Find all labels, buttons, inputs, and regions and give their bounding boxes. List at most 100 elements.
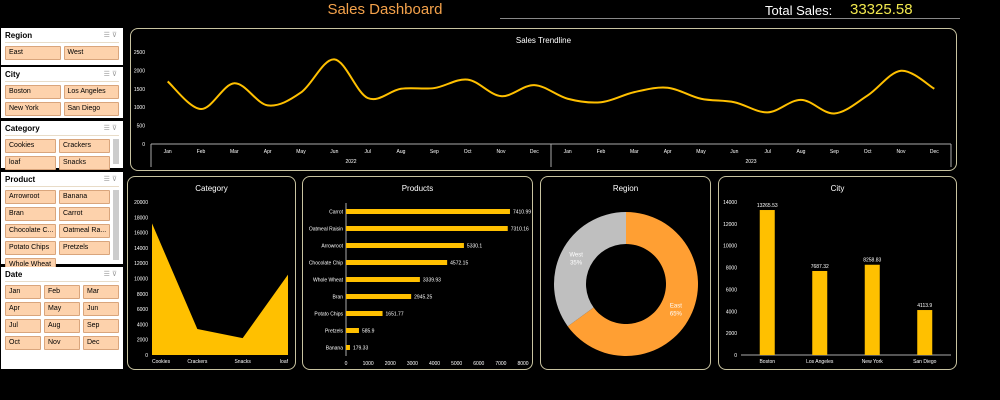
x-tick-label: Aug xyxy=(797,149,806,155)
slicer-item[interactable]: Jul xyxy=(5,319,41,333)
x-tick-label: Sep xyxy=(430,149,439,155)
slicer-item[interactable]: Snacks xyxy=(59,156,110,170)
year-label: 2022 xyxy=(345,159,356,165)
y-tick-label: 6000 xyxy=(726,287,737,293)
slicer-title: Category ☰ ⊽ xyxy=(5,124,119,136)
city-chart: City 0 2000 4000 6000 8000 10000 12000 14000 132… xyxy=(718,176,957,370)
slicer-region: Region ☰ ⊽ East West xyxy=(1,28,123,65)
multiselect-clear-filter-icon[interactable]: ☰ ⊽ xyxy=(103,125,117,132)
slicer-item[interactable]: Cookies xyxy=(5,139,56,153)
slicer-title: Date ☰ ⊽ xyxy=(5,270,119,282)
slicer-item[interactable]: Jun xyxy=(83,302,119,316)
slicer-item[interactable]: West xyxy=(63,46,119,60)
x-tick-label: New York xyxy=(862,359,884,365)
slicer-item[interactable]: Aug xyxy=(44,319,80,333)
bar xyxy=(346,277,420,282)
y-tick-label: 4000 xyxy=(726,309,737,315)
x-tick-label: Nov xyxy=(497,149,506,155)
slice-east xyxy=(567,212,698,356)
slicer-item[interactable]: Pretzels xyxy=(59,241,110,255)
x-tick-label: Nov xyxy=(897,149,906,155)
slicer-item[interactable]: New York xyxy=(5,102,61,116)
bar xyxy=(346,226,508,231)
bar xyxy=(346,328,359,333)
data-label: 4572.15 xyxy=(450,261,468,267)
slicer-item[interactable]: Carrot xyxy=(59,207,110,221)
slicer-item[interactable]: Feb xyxy=(44,285,80,299)
slice-west xyxy=(554,212,626,327)
slicer-item[interactable]: Jan xyxy=(5,285,41,299)
x-tick-label: Apr xyxy=(664,149,672,155)
y-tick-label: Potato Chips xyxy=(314,312,343,318)
y-tick-label: 1000 xyxy=(134,105,145,111)
slicer-title: Region ☰ ⊽ xyxy=(5,31,119,43)
data-label: 7687.32 xyxy=(811,264,829,270)
slicer-item[interactable]: May xyxy=(44,302,80,316)
y-tick-label: 1500 xyxy=(134,87,145,93)
slicer-item[interactable]: Sep xyxy=(83,319,119,333)
y-tick-label: 10000 xyxy=(134,277,148,283)
x-tick-label: Jan xyxy=(164,149,172,155)
x-tick-label: Los Angeles xyxy=(806,359,834,365)
data-label: 1651.77 xyxy=(386,312,404,318)
multiselect-clear-filter-icon[interactable]: ☰ ⊽ xyxy=(103,32,117,39)
slicer-item[interactable]: Los Angeles xyxy=(63,85,119,99)
x-tick-label: Snacks xyxy=(234,359,251,365)
slicer-category: Category ☰ ⊽ Cookies Crackers loaf Snacks xyxy=(1,121,123,170)
y-tick-label: 12000 xyxy=(134,261,148,267)
x-tick-label: 5000 xyxy=(451,361,462,367)
y-tick-label: 0 xyxy=(734,353,737,359)
slicer-item[interactable]: San Diego xyxy=(63,102,119,116)
y-tick-label: 16000 xyxy=(134,231,148,237)
slice-label: West xyxy=(569,253,583,259)
x-tick-label: 8000 xyxy=(517,361,528,367)
slicer-item[interactable]: Dec xyxy=(83,336,119,350)
data-label: 7410.99 xyxy=(513,210,531,216)
bar xyxy=(346,345,350,350)
year-label: 2023 xyxy=(745,159,756,165)
x-tick-label: Oct xyxy=(464,149,472,155)
category-chart: Category 0 2000 4000 6000 8000 10000 12000 1400… xyxy=(127,176,296,370)
slicer-item[interactable]: Boston xyxy=(5,85,61,99)
slice-percent: 35% xyxy=(570,261,583,267)
slicer-item[interactable]: Nov xyxy=(44,336,80,350)
y-tick-label: Oatmeal Raisin xyxy=(309,227,343,233)
y-tick-label: 0 xyxy=(142,142,145,148)
slicer-item[interactable]: Apr xyxy=(5,302,41,316)
slicer-title-text: Region xyxy=(5,31,33,40)
y-tick-label: 500 xyxy=(137,124,146,130)
multiselect-clear-filter-icon[interactable]: ☰ ⊽ xyxy=(103,71,117,78)
bar xyxy=(346,294,412,299)
category-area xyxy=(152,223,288,355)
slicer-item[interactable]: Crackers xyxy=(59,139,110,153)
chart-title: Sales Trendline xyxy=(515,36,572,45)
slicer-item[interactable]: loaf xyxy=(5,156,56,170)
slicer-item[interactable]: Potato Chips xyxy=(5,241,56,255)
slicer-scrollbar[interactable] xyxy=(113,139,119,164)
slicer-item[interactable]: Bran xyxy=(5,207,56,221)
slicer-item[interactable]: East xyxy=(5,46,61,60)
slicer-item[interactable]: Chocolate C... xyxy=(5,224,56,238)
slicer-scrollbar[interactable] xyxy=(113,190,119,260)
slicer-item[interactable]: Banana xyxy=(59,190,110,204)
y-tick-label: 12000 xyxy=(723,222,737,228)
slicer-item[interactable]: Oatmeal Ra... xyxy=(59,224,110,238)
x-tick-label: Boston xyxy=(759,359,775,365)
slicer-item[interactable]: Arrowroot xyxy=(5,190,56,204)
x-tick-label: Feb xyxy=(597,149,606,155)
multiselect-clear-filter-icon[interactable]: ☰ ⊽ xyxy=(103,271,117,278)
bar xyxy=(917,310,933,355)
slicer-item[interactable]: Mar xyxy=(83,285,119,299)
y-tick-label: 2000 xyxy=(137,338,148,344)
x-tick-label: Jul xyxy=(364,149,370,155)
x-tick-label: Mar xyxy=(230,149,239,155)
bar xyxy=(346,209,510,214)
slicer-item[interactable]: Oct xyxy=(5,336,41,350)
multiselect-clear-filter-icon[interactable]: ☰ ⊽ xyxy=(103,176,117,183)
bar xyxy=(759,210,775,355)
y-tick-label: 20000 xyxy=(134,200,148,206)
bar xyxy=(812,270,828,355)
y-tick-label: 8000 xyxy=(137,292,148,298)
y-tick-label: Carrot xyxy=(329,210,344,216)
x-tick-label: Crackers xyxy=(187,359,208,365)
